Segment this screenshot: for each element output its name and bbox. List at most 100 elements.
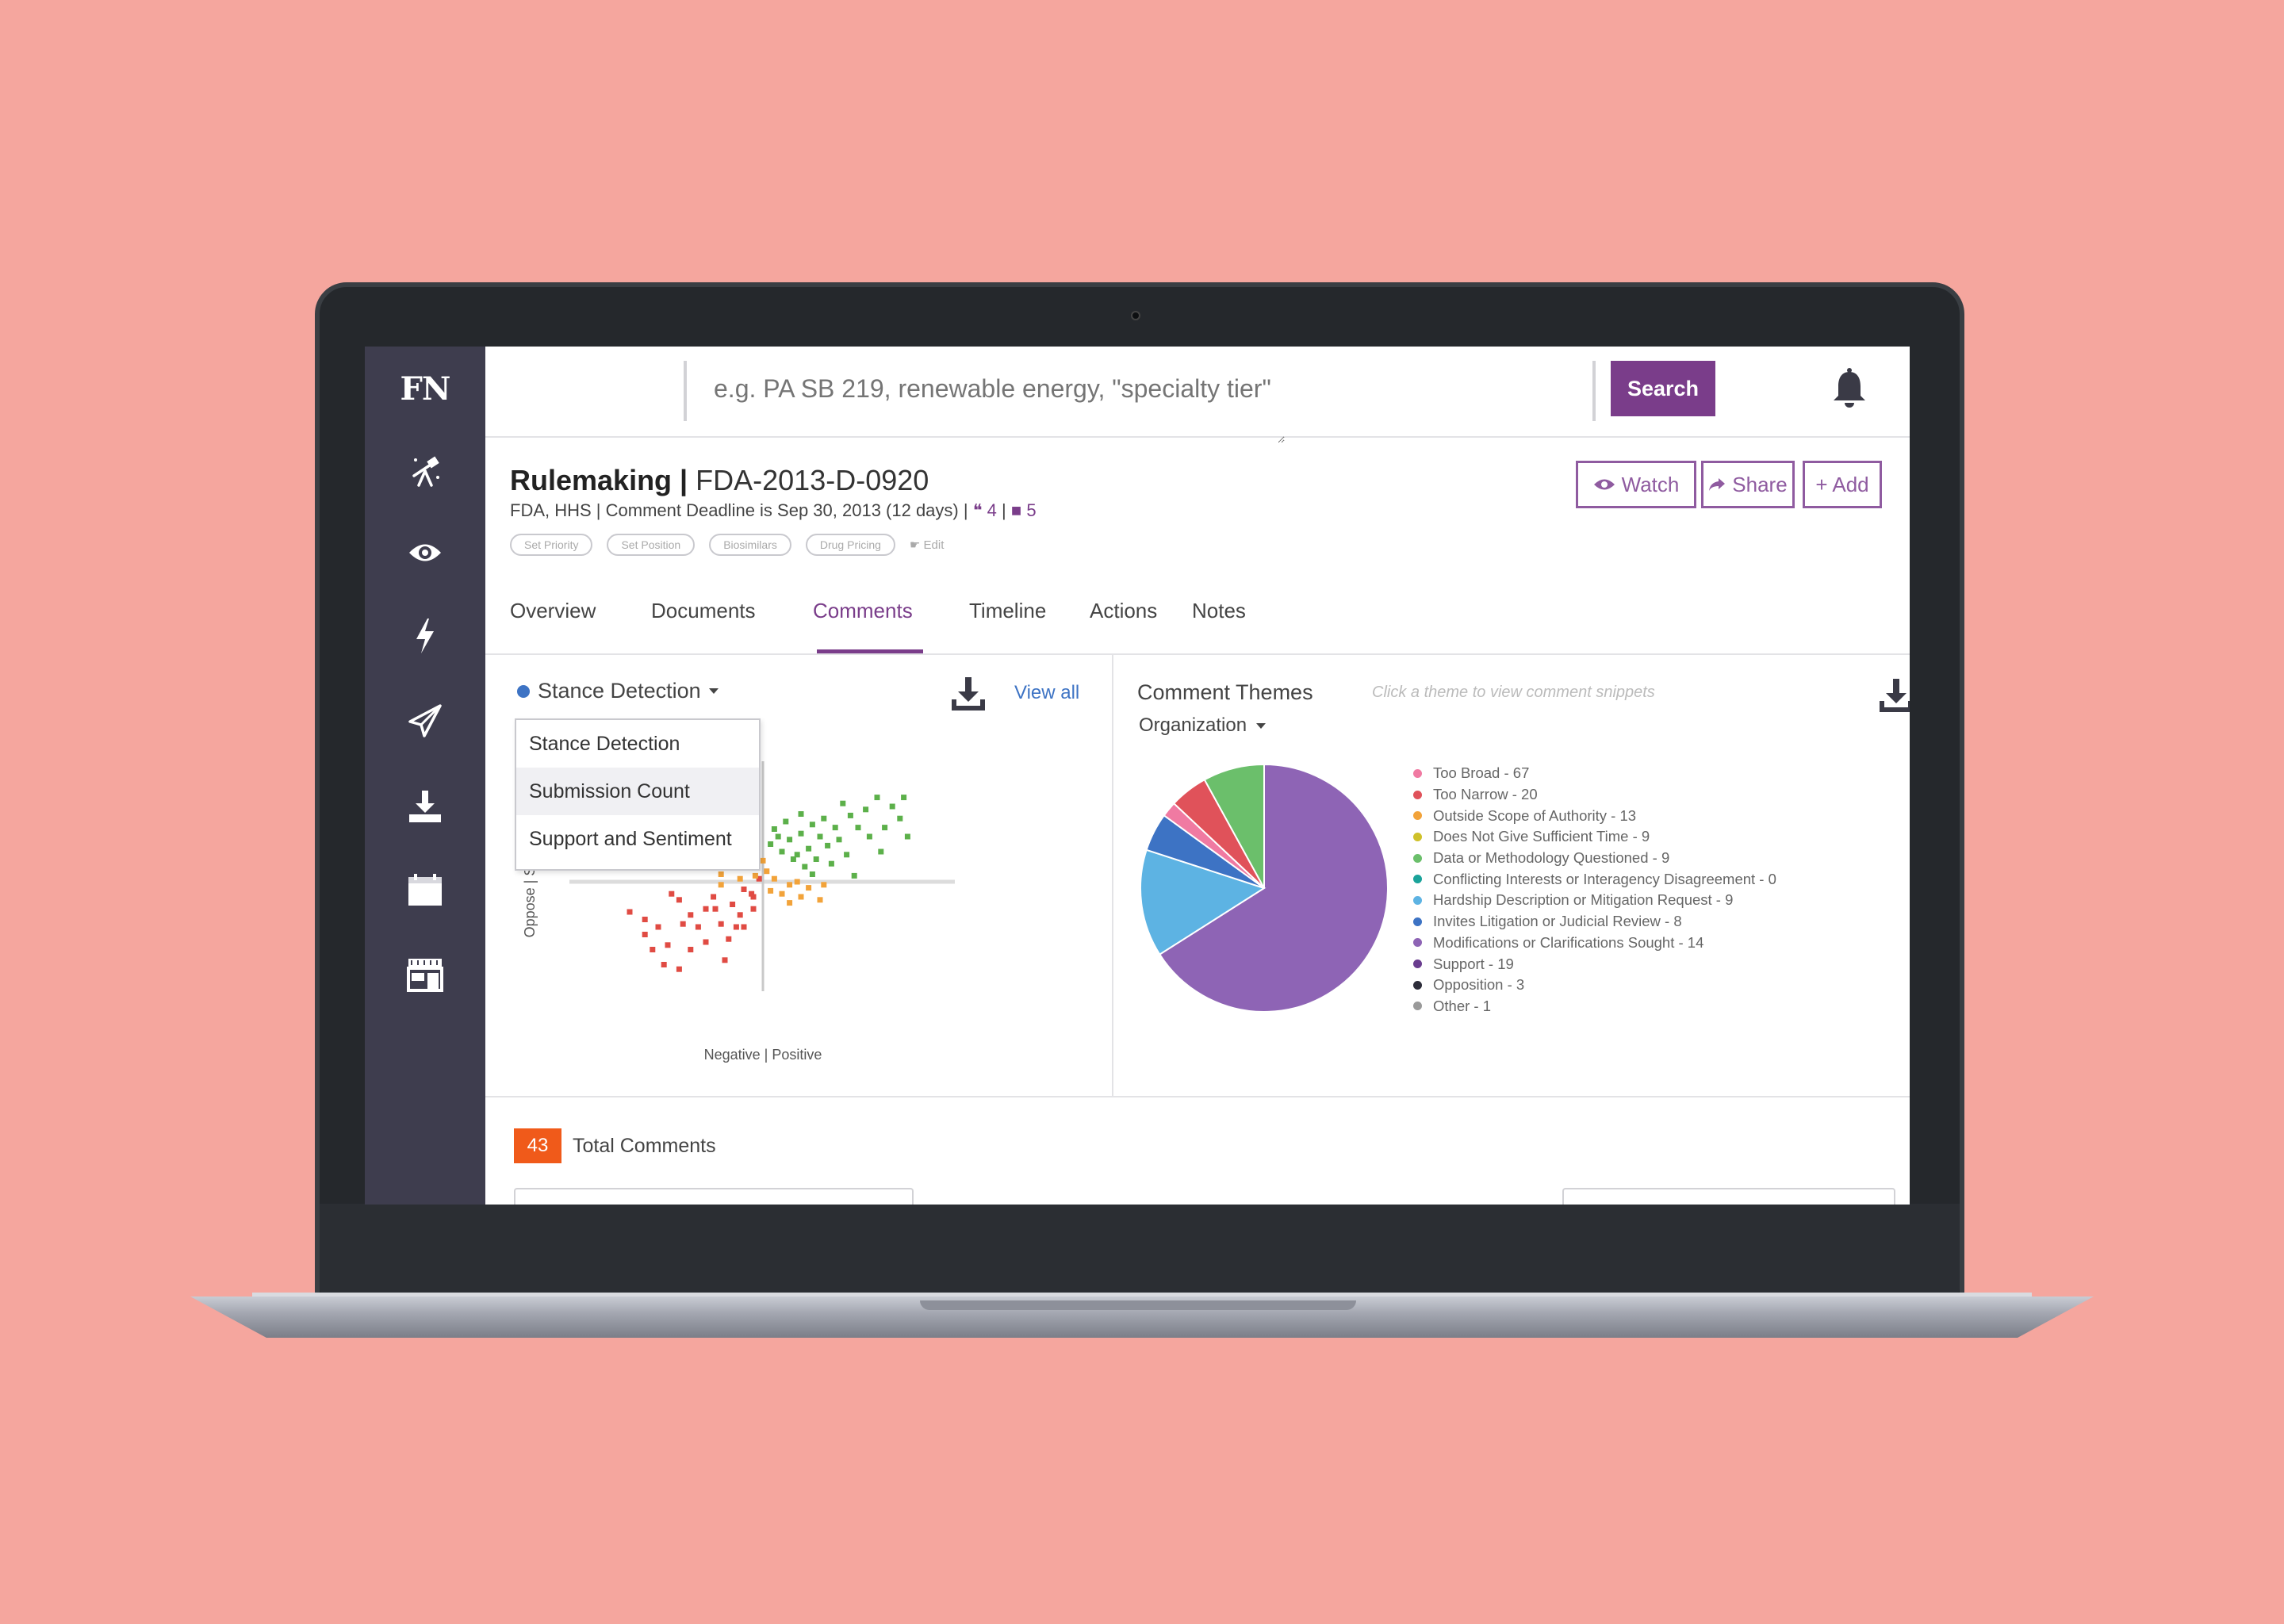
scatter-point[interactable] [851, 872, 857, 879]
view-all-link[interactable]: View all [1014, 682, 1080, 703]
scatter-point[interactable] [798, 830, 804, 837]
scatter-point[interactable] [741, 887, 747, 892]
legend-item[interactable]: Hardship Description or Mitigation Reque… [1413, 890, 1776, 911]
scatter-point[interactable] [787, 882, 793, 888]
group-by-dropdown[interactable]: Organization [1139, 714, 1267, 737]
scatter-point[interactable] [832, 825, 838, 831]
scatter-point[interactable] [737, 912, 743, 918]
tab-overview[interactable]: Overview [510, 599, 596, 622]
scatter-point[interactable] [752, 872, 758, 879]
tag-biosimilars[interactable]: Biosimilars [709, 534, 791, 556]
scatter-point[interactable] [695, 924, 701, 930]
scatter-point[interactable] [787, 837, 793, 843]
search-input[interactable] [714, 370, 1285, 443]
scatter-point[interactable] [794, 852, 800, 858]
download-icon[interactable] [401, 783, 449, 830]
scatter-point[interactable] [661, 962, 667, 967]
scatter-point[interactable] [866, 833, 872, 840]
add-button[interactable]: + Add [1803, 461, 1882, 508]
scatter-point[interactable] [821, 815, 827, 822]
scatter-point[interactable] [904, 833, 910, 840]
legend-item[interactable]: Conflicting Interests or Interagency Dis… [1413, 868, 1776, 890]
scatter-point[interactable] [825, 842, 831, 848]
menu-item-stance-detection[interactable]: Stance Detection [529, 733, 680, 755]
scatter-point[interactable] [855, 825, 861, 831]
legend-item[interactable]: Invites Litigation or Judicial Review - … [1413, 911, 1776, 933]
scatter-point[interactable] [802, 864, 808, 870]
tab-comments[interactable]: Comments [813, 599, 913, 622]
scatter-point[interactable] [817, 897, 823, 903]
scatter-point[interactable] [768, 841, 774, 847]
menu-item-support-sentiment[interactable]: Support and Sentiment [529, 828, 732, 850]
scatter-point[interactable] [779, 891, 785, 897]
scatter-point[interactable] [730, 902, 736, 907]
scatter-point[interactable] [676, 897, 682, 903]
scatter-point[interactable] [836, 837, 842, 843]
scatter-point[interactable] [756, 875, 762, 882]
info-icon[interactable] [517, 684, 530, 698]
scatter-point[interactable] [783, 818, 789, 825]
menu-item-submission-count[interactable]: Submission Count [516, 768, 759, 815]
scatter-point[interactable] [878, 848, 884, 855]
watch-button[interactable]: Watch [1576, 461, 1696, 508]
legend-item[interactable]: Outside Scope of Authority - 13 [1413, 805, 1776, 826]
share-button[interactable]: Share [1701, 461, 1795, 508]
scatter-point[interactable] [901, 795, 907, 801]
telescope-icon[interactable] [401, 447, 449, 495]
scatter-point[interactable] [688, 912, 694, 918]
paper-plane-icon[interactable] [401, 697, 449, 745]
legend-item[interactable]: Modifications or Clarifications Sought -… [1413, 933, 1776, 954]
scatter-point[interactable] [828, 860, 834, 867]
scatter-point[interactable] [726, 936, 732, 942]
scatter-point[interactable] [813, 856, 819, 862]
download-icon[interactable] [1878, 677, 1910, 714]
scatter-point[interactable] [771, 826, 777, 832]
scatter-point[interactable] [737, 875, 743, 882]
scatter-point[interactable] [642, 932, 648, 937]
scatter-point[interactable] [711, 894, 717, 900]
stance-dropdown[interactable]: Stance Detection [517, 679, 719, 703]
scatter-point[interactable] [790, 856, 796, 862]
eye-icon[interactable] [401, 529, 449, 576]
scatter-point[interactable] [882, 825, 888, 831]
scatter-point[interactable] [703, 906, 709, 912]
scatter-point[interactable] [750, 894, 757, 900]
scatter-point[interactable] [889, 803, 895, 810]
scatter-point[interactable] [642, 917, 648, 922]
tag-drug-pricing[interactable]: Drug Pricing [805, 534, 895, 556]
pie-slice[interactable] [1158, 763, 1389, 1013]
comment-filter-input[interactable] [514, 1188, 914, 1205]
scatter-point[interactable] [655, 924, 661, 930]
scatter-point[interactable] [821, 882, 827, 888]
scatter-point[interactable] [844, 852, 850, 858]
scatter-point[interactable] [627, 909, 633, 915]
scatter-point[interactable] [741, 924, 747, 930]
tab-notes[interactable]: Notes [1192, 599, 1246, 622]
legend-item[interactable]: Support - 19 [1413, 953, 1776, 975]
scatter-point[interactable] [768, 887, 774, 894]
themes-pie-chart[interactable] [1137, 761, 1391, 1015]
edit-tags-link[interactable]: ☛ Edit [910, 538, 944, 552]
calendar-icon[interactable] [401, 867, 449, 914]
scatter-point[interactable] [775, 833, 781, 840]
scatter-point[interactable] [733, 924, 739, 930]
scatter-point[interactable] [847, 812, 853, 818]
set-position-dropdown[interactable]: Set Position [607, 534, 696, 556]
scatter-point[interactable] [718, 871, 724, 877]
tab-actions[interactable]: Actions [1090, 599, 1158, 622]
scatter-point[interactable] [665, 942, 671, 948]
scatter-point[interactable] [680, 921, 686, 927]
scatter-point[interactable] [676, 966, 682, 972]
scatter-point[interactable] [650, 947, 656, 952]
logo[interactable]: FN [400, 370, 451, 408]
scatter-point[interactable] [787, 900, 793, 906]
tab-timeline[interactable]: Timeline [969, 599, 1047, 622]
scatter-point[interactable] [749, 891, 755, 897]
scatter-point[interactable] [718, 882, 724, 888]
scatter-point[interactable] [794, 879, 800, 885]
scatter-point[interactable] [863, 806, 869, 813]
scatter-point[interactable] [703, 939, 709, 945]
legend-item[interactable]: Too Broad - 67 [1413, 763, 1776, 784]
scatter-point[interactable] [806, 885, 812, 891]
scatter-point[interactable] [817, 833, 823, 840]
